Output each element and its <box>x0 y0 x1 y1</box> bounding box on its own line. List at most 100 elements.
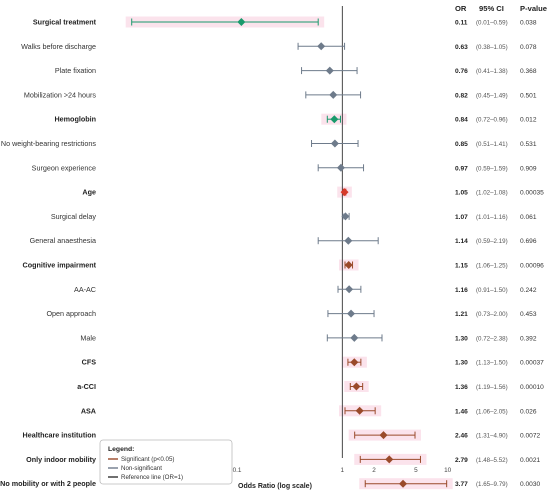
legend-title: Legend: <box>108 446 134 453</box>
row-13-p-value: 0.453 <box>520 311 537 318</box>
row-12-or-value: 1.16 <box>455 287 468 294</box>
row-10-point <box>344 236 353 245</box>
row-15-point <box>350 358 359 367</box>
row-1-or-value: 0.11 <box>455 20 468 27</box>
forest-rows: Surgical treatment 0.11 (0.01–0.59) 0.038 Wa… <box>0 18 544 489</box>
row-11-p-value: 0.00096 <box>520 263 544 270</box>
row-3-label: Plate fixation <box>55 66 96 75</box>
row-3-ci-value: (0.41–1.38) <box>476 68 508 75</box>
row-15-or-value: 1.30 <box>455 360 468 367</box>
row-5-point <box>330 115 339 124</box>
row-18-label: Healthcare institution <box>23 431 96 440</box>
row-14-point <box>350 333 359 342</box>
header-ci: 95% CI <box>479 4 504 13</box>
row-15-p-value: 0.00037 <box>520 360 544 367</box>
row-12-label: AA-AC <box>74 285 96 294</box>
row-11-point <box>344 261 353 269</box>
row-13-ci-value: (0.73–2.00) <box>476 311 508 318</box>
row-17-ci-value: (1.06–2.05) <box>476 408 508 415</box>
row-6-or-value: 0.85 <box>455 141 468 148</box>
row-17-or-value: 1.46 <box>455 408 468 415</box>
row-10-label: General anaesthesia <box>30 236 96 245</box>
row-4-label: Mobilization >24 hours <box>24 90 97 99</box>
row-18-p-value: 0.0072 <box>520 433 541 440</box>
legend-items: Significant (p<0.05) Non-significant Refer… <box>108 456 183 481</box>
row-11-or-value: 1.15 <box>455 263 468 270</box>
legend-item-1: Significant (p<0.05) <box>121 456 175 463</box>
row-8-p-value: 0.00035 <box>520 190 544 197</box>
row-3-point <box>325 66 334 75</box>
row-20-p-value: 0.0030 <box>520 481 541 488</box>
header-p: P-value <box>520 4 547 13</box>
row-7-ci-value: (0.59–1.59) <box>476 165 508 172</box>
row-10-p-value: 0.696 <box>520 238 537 245</box>
row-9-p-value: 0.061 <box>520 214 537 221</box>
row-5-p-value: 0.012 <box>520 117 537 124</box>
row-9-label: Surgical delay <box>51 212 97 221</box>
row-16-point <box>352 382 361 391</box>
row-12-point <box>345 285 354 294</box>
row-16-or-value: 1.36 <box>455 384 468 391</box>
row-8-ci-value: (1.02–1.08) <box>476 190 508 197</box>
row-6-p-value: 0.531 <box>520 141 537 148</box>
row-14-ci-value: (0.72–2.38) <box>476 335 508 342</box>
row-2-ci-value: (0.38–1.05) <box>476 44 508 51</box>
row-3-p-value: 0.368 <box>520 68 537 75</box>
legend: Legend: Significant (p<0.05) Non-signific… <box>99 439 233 485</box>
row-2-point <box>317 42 326 51</box>
row-13-label: Open approach <box>46 309 96 318</box>
row-12-p-value: 0.242 <box>520 287 537 294</box>
row-19-p-value: 0.0021 <box>520 457 541 464</box>
row-1-ci-value: (0.01–0.59) <box>476 20 508 27</box>
row-11-label: Cognitive impairment <box>23 261 97 270</box>
row-20-point <box>399 479 408 488</box>
x-tick-6: 10 <box>444 467 452 474</box>
row-5-or-value: 0.84 <box>455 117 468 124</box>
row-7-or-value: 0.97 <box>455 165 468 172</box>
row-6-ci-value: (0.51–1.41) <box>476 141 508 148</box>
row-19-point <box>385 455 394 464</box>
row-7-point <box>336 163 345 172</box>
row-7-label: Surgeon experience <box>32 163 96 172</box>
row-17-point <box>355 406 364 415</box>
row-11-ci-value: (1.06–1.25) <box>476 263 508 270</box>
row-4-point <box>329 90 338 99</box>
row-1-label: Surgical treatment <box>33 18 97 27</box>
row-14-label: Male <box>80 333 96 342</box>
row-13-or-value: 1.21 <box>455 311 468 318</box>
row-8-or-value: 1.05 <box>455 190 468 197</box>
row-18-or-value: 2.46 <box>455 433 468 440</box>
row-1-p-value: 0.038 <box>520 20 537 27</box>
x-axis-label: Odds Ratio (log scale) <box>238 483 312 490</box>
legend-item-2: Non-significant <box>121 465 162 472</box>
row-9-or-value: 1.07 <box>455 214 468 221</box>
x-tick-5: 5 <box>414 467 418 474</box>
row-8-label: Age <box>82 188 96 197</box>
header-or: OR <box>455 4 467 13</box>
row-2-label: Walks before discharge <box>21 42 96 51</box>
row-20-or-value: 3.77 <box>455 481 468 488</box>
row-7-p-value: 0.909 <box>520 165 537 172</box>
x-tick-4: 2 <box>372 467 376 474</box>
row-2-or-value: 0.63 <box>455 44 468 51</box>
row-6-point <box>330 139 339 148</box>
row-15-ci-value: (1.13–1.50) <box>476 360 508 367</box>
row-2-p-value: 0.078 <box>520 44 537 51</box>
row-18-point <box>379 431 388 440</box>
row-1-point <box>237 18 246 26</box>
row-17-p-value: 0.026 <box>520 408 537 415</box>
row-13-point <box>347 309 356 318</box>
row-17-label: ASA <box>81 406 96 415</box>
row-3-or-value: 0.76 <box>455 68 468 75</box>
row-16-label: a-CCI <box>77 382 96 391</box>
row-6-label: No weight-bearing restrictions <box>1 139 96 148</box>
row-4-ci-value: (0.45–1.49) <box>476 92 508 99</box>
row-9-ci-value: (1.01–1.16) <box>476 214 508 221</box>
row-5-ci-value: (0.72–0.96) <box>476 117 508 124</box>
row-4-p-value: 0.501 <box>520 92 537 99</box>
row-20-label: No mobility or with 2 people <box>0 479 96 488</box>
row-19-ci-value: (1.48–5.52) <box>476 457 508 464</box>
row-19-or-value: 2.79 <box>455 457 468 464</box>
row-14-or-value: 1.30 <box>455 335 468 342</box>
